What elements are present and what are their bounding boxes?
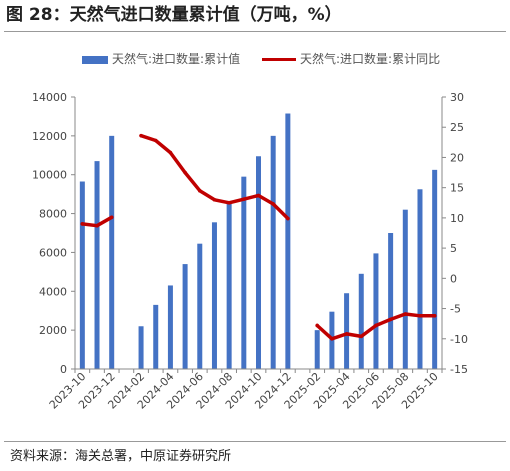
line-point <box>271 202 275 206</box>
legend-item-line: 天然气:进口数量:累计同比 <box>262 50 440 68</box>
line-point <box>80 222 85 226</box>
bar <box>417 189 423 369</box>
line-point <box>403 312 408 316</box>
legend-label-bar: 天然气:进口数量:累计值 <box>112 52 241 66</box>
left-axis: 0 2000 4000 6000 8000 10000 12000 14000 <box>32 91 76 376</box>
bar <box>138 326 144 369</box>
bar <box>314 330 320 369</box>
bar <box>153 304 159 369</box>
bar <box>432 169 438 369</box>
bar <box>270 135 276 369</box>
line-point <box>153 138 158 143</box>
bar <box>285 113 291 369</box>
line-point <box>432 314 437 318</box>
right-axis-tick-label: 0 <box>450 272 457 285</box>
bar <box>226 200 232 369</box>
line-point <box>388 317 393 322</box>
line-point <box>242 197 246 201</box>
bar <box>211 222 217 369</box>
right-axis-tick-label: 25 <box>450 121 464 134</box>
line-point <box>95 223 99 228</box>
left-axis-tick-label: 8000 <box>39 208 67 221</box>
left-axis-tick-label: 4000 <box>39 285 67 298</box>
right-axis-tick-label: 20 <box>450 151 464 164</box>
source-divider <box>4 441 506 442</box>
bar <box>344 293 350 369</box>
bar <box>79 181 85 369</box>
bar <box>167 285 173 369</box>
line-point <box>330 336 334 341</box>
source-note: 资料来源：海关总署，中原证券研究所 <box>10 449 232 464</box>
bar <box>197 243 203 369</box>
legend-swatch-line <box>262 58 296 61</box>
title-divider <box>4 31 506 32</box>
line-point <box>183 170 187 175</box>
line-point <box>418 314 422 318</box>
line-point <box>227 200 231 205</box>
left-axis-tick-label: 14000 <box>32 91 67 104</box>
line-point <box>374 323 378 328</box>
line-series <box>80 133 437 341</box>
left-axis-tick-label: 0 <box>60 363 67 376</box>
line-point <box>315 323 320 328</box>
right-axis-tick-label: -15 <box>450 363 468 376</box>
line-segment <box>139 133 290 221</box>
bar <box>182 264 188 369</box>
bar-series <box>79 113 438 369</box>
right-axis-tick-label: -5 <box>450 303 461 316</box>
legend-item-bar: 天然气:进口数量:累计值 <box>82 50 240 68</box>
right-axis-tick-label: -10 <box>450 333 468 346</box>
figure-title: 图 28：天然气进口数量累计值（万吨，%） <box>6 5 342 25</box>
line-point <box>344 332 349 336</box>
bar <box>388 233 394 369</box>
right-axis-tick-label: 10 <box>450 212 464 225</box>
line-point <box>359 334 364 339</box>
bar <box>402 209 408 369</box>
right-axis-tick-label: 15 <box>450 182 464 195</box>
line-point <box>139 133 143 138</box>
chart-legend: 天然气:进口数量:累计值 天然气:进口数量:累计同比 <box>0 50 510 68</box>
legend-swatch-bar <box>82 55 108 64</box>
line-point <box>212 197 217 202</box>
x-axis: 2023-102023-122024-022024-042024-062024-… <box>47 368 443 412</box>
left-axis-tick-label: 6000 <box>39 246 67 259</box>
bar <box>256 156 261 369</box>
bar <box>358 273 364 369</box>
line-point <box>109 215 114 220</box>
left-axis-tick-label: 2000 <box>39 324 67 337</box>
line-point <box>168 150 173 155</box>
right-axis: -15 -10 -5 0 5 10 15 20 25 30 <box>441 91 468 376</box>
line-point <box>256 193 261 198</box>
legend-label-line: 天然气:进口数量:累计同比 <box>300 52 441 66</box>
left-axis-tick-label: 12000 <box>32 130 67 143</box>
left-axis-tick-label: 10000 <box>32 169 67 182</box>
bar <box>241 176 247 369</box>
line-point <box>197 188 202 193</box>
right-axis-tick-label: 5 <box>450 242 457 255</box>
right-axis-tick-label: 30 <box>450 91 464 104</box>
bar <box>109 135 115 369</box>
line-point <box>286 216 290 221</box>
bar <box>373 253 379 369</box>
bar <box>94 161 100 369</box>
